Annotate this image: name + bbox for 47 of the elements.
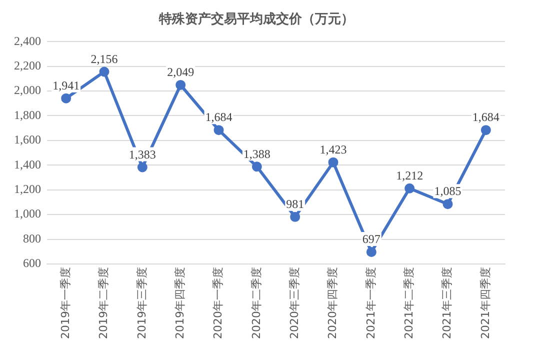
- data-label: 1,684: [205, 110, 232, 124]
- x-tick-label: 2021年三季度: [440, 267, 454, 340]
- data-label: 2,156: [90, 52, 118, 66]
- x-tick-label: 2020年三季度: [288, 267, 301, 340]
- x-tick-label: 2021年一季度: [364, 267, 378, 340]
- point: [61, 93, 72, 104]
- y-tick-label: 1,000: [14, 206, 41, 221]
- y-tick-label: 2,000: [14, 83, 41, 98]
- point: [290, 212, 300, 222]
- x-tick-label: 2019年二季度: [97, 267, 110, 340]
- data-label: 1,684: [472, 110, 500, 124]
- data-label: 2,049: [167, 65, 194, 80]
- point: [442, 199, 453, 210]
- y-tick-label: 1,200: [14, 182, 41, 196]
- y-tick-label: 1,800: [14, 108, 41, 122]
- point: [214, 125, 224, 136]
- x-tick-label: 2021年二季度: [402, 267, 416, 340]
- x-tick-label: 2020年四季度: [326, 267, 340, 340]
- x-tick-label: 2019年一季度: [58, 267, 72, 340]
- data-label: 1,212: [396, 168, 424, 183]
- data-label: 981: [286, 197, 304, 212]
- x-tick-label: 2019年三季度: [135, 267, 148, 340]
- point: [328, 157, 338, 168]
- chart-title: 特殊资产交易平均成交价（万元）: [158, 11, 354, 28]
- x-tick-label: 2021年四季度: [478, 267, 492, 340]
- point: [480, 125, 491, 136]
- data-label: 1,085: [434, 184, 462, 198]
- x-tick-label: 2020年一季度: [212, 267, 225, 340]
- y-tick-label: 800: [23, 231, 41, 246]
- point: [137, 162, 148, 172]
- x-tick-label: 2020年二季度: [250, 267, 263, 340]
- y-tick-label: 600: [23, 256, 41, 270]
- data-label: 1,941: [52, 78, 80, 92]
- y-tick-label: 1,600: [14, 132, 41, 147]
- data-label: 697: [362, 232, 380, 246]
- data-label: 1,423: [320, 142, 347, 156]
- point: [252, 162, 262, 172]
- point: [366, 247, 376, 258]
- y-tick-label: 1,400: [14, 157, 41, 172]
- point: [176, 80, 186, 90]
- data-label: 1,388: [243, 146, 270, 161]
- data-label: 1,383: [128, 147, 156, 162]
- y-tick-label: 2,200: [14, 58, 41, 72]
- x-tick-label: 2019年四季度: [173, 267, 186, 340]
- point: [404, 183, 415, 194]
- point: [99, 66, 110, 77]
- y-tick-label: 2,400: [14, 34, 41, 48]
